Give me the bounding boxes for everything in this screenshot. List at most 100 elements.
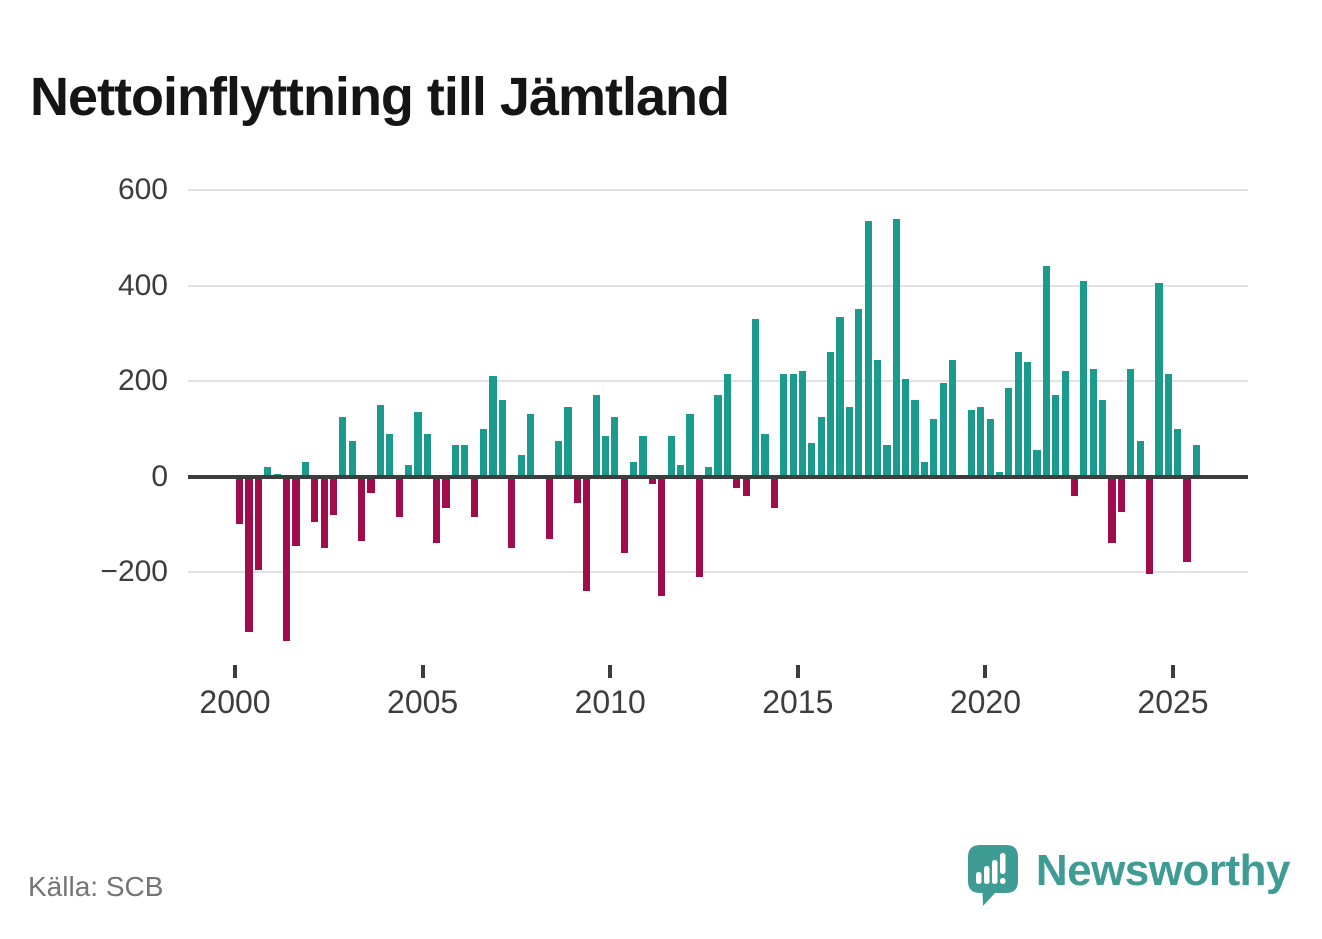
x-tick-2010 — [608, 665, 613, 678]
bar-2011-q2 — [658, 476, 666, 596]
bar-2020-q4 — [1014, 352, 1022, 477]
branding: Newsworthy — [967, 845, 1291, 907]
bar-2006-q4 — [489, 376, 497, 477]
bar-2013-q4 — [752, 318, 760, 477]
bar-2016-q2 — [845, 407, 853, 477]
bar-2013-q1 — [723, 373, 732, 477]
zero-axis-line — [188, 474, 1248, 479]
bar-2014-q1 — [761, 433, 769, 477]
bar-2025-q2 — [1183, 476, 1191, 563]
bar-2022-q3 — [1080, 280, 1088, 477]
bar-2018-q3 — [930, 419, 938, 477]
y-tick-label--200: −200 — [100, 555, 168, 588]
x-tick-2000 — [233, 665, 237, 678]
bar-2002-q4 — [339, 416, 347, 477]
bar-2023-q4 — [1127, 369, 1135, 477]
x-tick-label-2025: 2025 — [1137, 684, 1209, 720]
bar-2012-q1 — [686, 414, 694, 477]
bar-2019-q1 — [948, 359, 957, 477]
bar-2021-q1 — [1024, 361, 1032, 477]
y-tick-label-200: 200 — [117, 364, 168, 397]
bar-2018-q2 — [920, 462, 929, 477]
bar-2020-q1 — [986, 419, 994, 477]
bar-2012-q2 — [695, 476, 703, 577]
y-tick-label-0: 0 — [151, 459, 168, 493]
bar-2008-q3 — [555, 440, 563, 477]
bar-2013-q3 — [742, 476, 750, 496]
bar-2004-q1 — [386, 433, 394, 477]
bar-2005-q2 — [433, 476, 441, 544]
bar-2003-q1 — [348, 440, 356, 477]
bar-2019-q3 — [967, 409, 975, 477]
bar-2002-q1 — [311, 476, 319, 522]
bar-2002-q2 — [320, 476, 328, 549]
x-tick-2005 — [420, 665, 425, 678]
bar-2005-q3 — [442, 476, 450, 508]
x-tick-2015 — [795, 665, 800, 678]
x-tick-label-2015: 2015 — [762, 684, 834, 720]
bar-2007-q1 — [498, 400, 506, 477]
bar-2005-q1 — [423, 433, 431, 477]
bar-2025-q1 — [1174, 428, 1182, 477]
bar-2011-q3 — [667, 435, 675, 477]
newsworthy-wordmark: Newsworthy — [1035, 846, 1291, 895]
y-tick-label-600: 600 — [117, 173, 168, 206]
bar-2015-q2 — [808, 443, 816, 477]
newsworthy-logo-icon — [967, 845, 1018, 906]
bar-chart: 600 400 200 0 −200 2000 2005 2010 2015 2020 2025 — [100, 173, 1248, 720]
x-tick-label-2005: 2005 — [387, 684, 459, 720]
x-tick-label-2020: 2020 — [949, 684, 1021, 720]
bar-2016-q4 — [864, 221, 872, 477]
bar-2000-q1 — [236, 476, 244, 525]
bar-2014-q4 — [789, 373, 797, 477]
bar-2008-q2 — [545, 476, 553, 539]
bar-2008-q4 — [564, 407, 572, 477]
bar-2015-q3 — [817, 416, 825, 477]
bar-2016-q1 — [836, 316, 844, 477]
bar-2024-q2 — [1145, 476, 1154, 575]
bar-2010-q4 — [639, 435, 647, 477]
bar-2025-q3 — [1192, 445, 1201, 477]
bar-2009-q2 — [583, 476, 591, 592]
bar-2003-q4 — [376, 404, 384, 477]
bar-2006-q2 — [470, 476, 478, 518]
bar-2000-q2 — [245, 476, 253, 632]
bar-2024-q1 — [1136, 440, 1144, 477]
bar-2024-q3 — [1155, 283, 1163, 477]
bar-2024-q4 — [1164, 373, 1172, 477]
bar-2015-q4 — [827, 352, 835, 477]
bar-2022-q4 — [1089, 369, 1097, 477]
bar-2017-q1 — [873, 359, 882, 477]
bar-2007-q4 — [526, 414, 535, 477]
bar-2017-q2 — [883, 445, 891, 477]
bar-2011-q4 — [676, 464, 685, 477]
bar-2012-q4 — [714, 395, 722, 477]
bar-2016-q3 — [855, 309, 863, 477]
bar-2009-q1 — [573, 476, 581, 503]
bar-2007-q2 — [508, 476, 516, 549]
bar-2000-q4 — [264, 466, 272, 477]
bar-2010-q1 — [611, 416, 619, 477]
bar-2013-q2 — [733, 476, 741, 489]
bar-2000-q3 — [254, 476, 263, 570]
gridline-400 — [188, 284, 1248, 287]
bar-2010-q3 — [630, 462, 638, 477]
gridline-600 — [188, 189, 1248, 191]
bar-2001-q4 — [301, 462, 309, 477]
bar-2023-q3 — [1117, 476, 1125, 513]
bar-2015-q1 — [798, 371, 807, 477]
bar-2014-q3 — [780, 373, 788, 477]
bar-2019-q4 — [977, 407, 985, 477]
bar-2017-q3 — [892, 218, 900, 477]
bar-2012-q3 — [705, 466, 713, 477]
bar-2023-q2 — [1108, 476, 1116, 544]
bar-2006-q1 — [461, 445, 469, 477]
bar-2020-q3 — [1005, 388, 1013, 477]
page-title: Nettoinflyttning till Jämtland — [30, 67, 730, 128]
gridline-200 — [188, 380, 1248, 382]
x-tick-label-2000: 2000 — [199, 684, 271, 720]
bar-2001-q2 — [283, 476, 291, 642]
bar-2005-q4 — [451, 445, 460, 477]
bar-2009-q3 — [592, 395, 600, 477]
